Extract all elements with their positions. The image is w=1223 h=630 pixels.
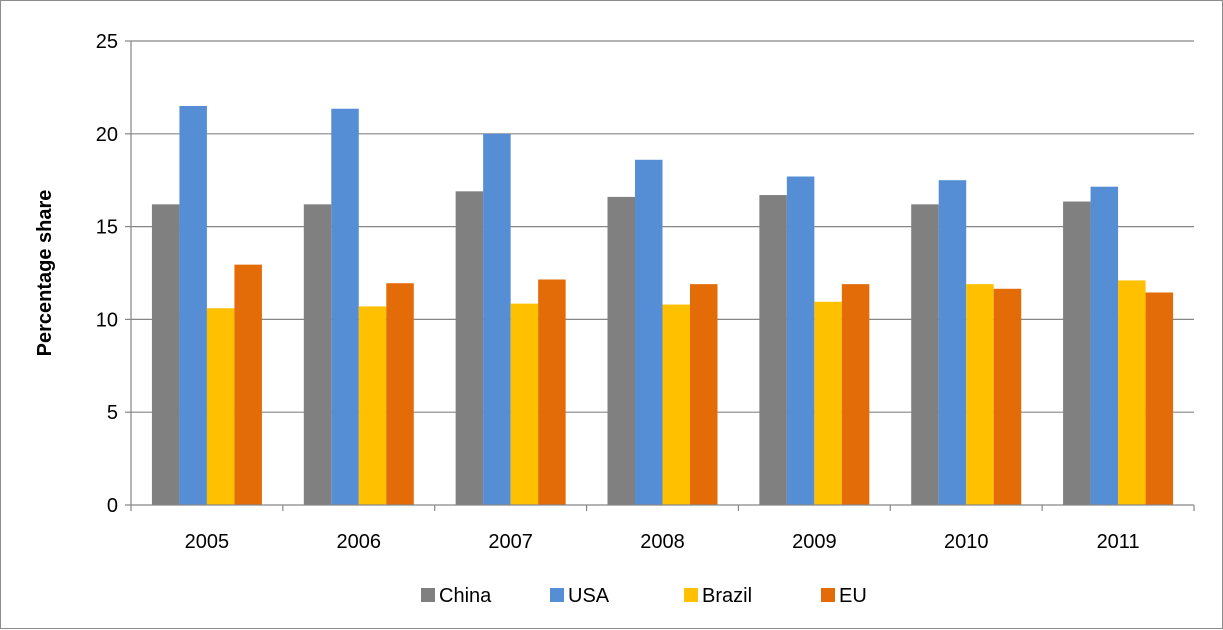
bar-brazil-2008 — [662, 304, 690, 505]
x-tick-label: 2005 — [185, 531, 230, 553]
x-tick-label: 2011 — [1097, 531, 1140, 553]
bar-eu-2009 — [841, 284, 870, 505]
x-tick-label: 2006 — [337, 531, 382, 553]
bar-eu-2005 — [234, 264, 262, 505]
y-axis-title: Percentage share — [34, 190, 56, 357]
y-tick-label: 0 — [107, 495, 118, 517]
bar-usa-2011 — [1090, 186, 1119, 506]
bar-brazil-2009 — [814, 301, 842, 505]
x-tick-label: 2010 — [944, 531, 989, 553]
legend-label-eu: EU — [839, 585, 867, 607]
bar-china-2006 — [303, 204, 332, 505]
legend-swatch-china — [421, 588, 435, 602]
bar-china-2011 — [1063, 201, 1091, 505]
bars — [151, 105, 1174, 506]
bar-eu-2007 — [538, 279, 566, 505]
legend: China USA Brazil EU — [421, 585, 867, 607]
bar-china-2010 — [911, 204, 939, 505]
y-tick-label: 10 — [96, 309, 118, 331]
y-tick-label: 15 — [96, 217, 118, 239]
x-tick-label: 2007 — [488, 531, 533, 553]
legend-label-brazil: Brazil — [702, 585, 752, 607]
bar-china-2005 — [151, 204, 180, 505]
x-tick-label: 2008 — [640, 531, 685, 553]
legend-swatch-usa — [550, 588, 564, 602]
x-tick-labels: 2005 2006 2007 2008 2009 2010 2011 — [185, 531, 1140, 553]
bar-china-2008 — [607, 196, 635, 506]
bar-usa-2006 — [331, 108, 359, 505]
bar-brazil-2007 — [510, 303, 539, 505]
bar-usa-2009 — [786, 176, 815, 505]
y-tick-label: 5 — [107, 402, 118, 424]
legend-label-usa: USA — [568, 585, 610, 607]
axes — [125, 40, 1195, 511]
bar-brazil-2011 — [1118, 280, 1146, 505]
bar-brazil-2005 — [206, 308, 235, 505]
y-tick-label: 20 — [96, 124, 118, 146]
legend-swatch-brazil — [684, 588, 698, 602]
legend-label-china: China — [439, 585, 492, 607]
y-tick-label: 25 — [96, 31, 118, 53]
bar-usa-2005 — [179, 105, 207, 506]
bar-brazil-2010 — [966, 284, 994, 505]
bar-brazil-2006 — [358, 306, 387, 505]
bar-eu-2010 — [993, 288, 1022, 505]
bar-eu-2008 — [690, 284, 718, 505]
bar-usa-2007 — [483, 133, 511, 506]
bar-china-2007 — [455, 191, 484, 505]
bar-usa-2010 — [938, 180, 967, 505]
bar-eu-2011 — [1145, 292, 1174, 505]
bar-china-2009 — [759, 195, 787, 505]
bar-usa-2008 — [635, 159, 663, 505]
y-tick-labels: 0 5 10 15 20 25 — [96, 31, 118, 517]
x-tick-label: 2009 — [792, 531, 837, 553]
bar-eu-2006 — [386, 283, 414, 505]
legend-swatch-eu — [821, 588, 835, 602]
